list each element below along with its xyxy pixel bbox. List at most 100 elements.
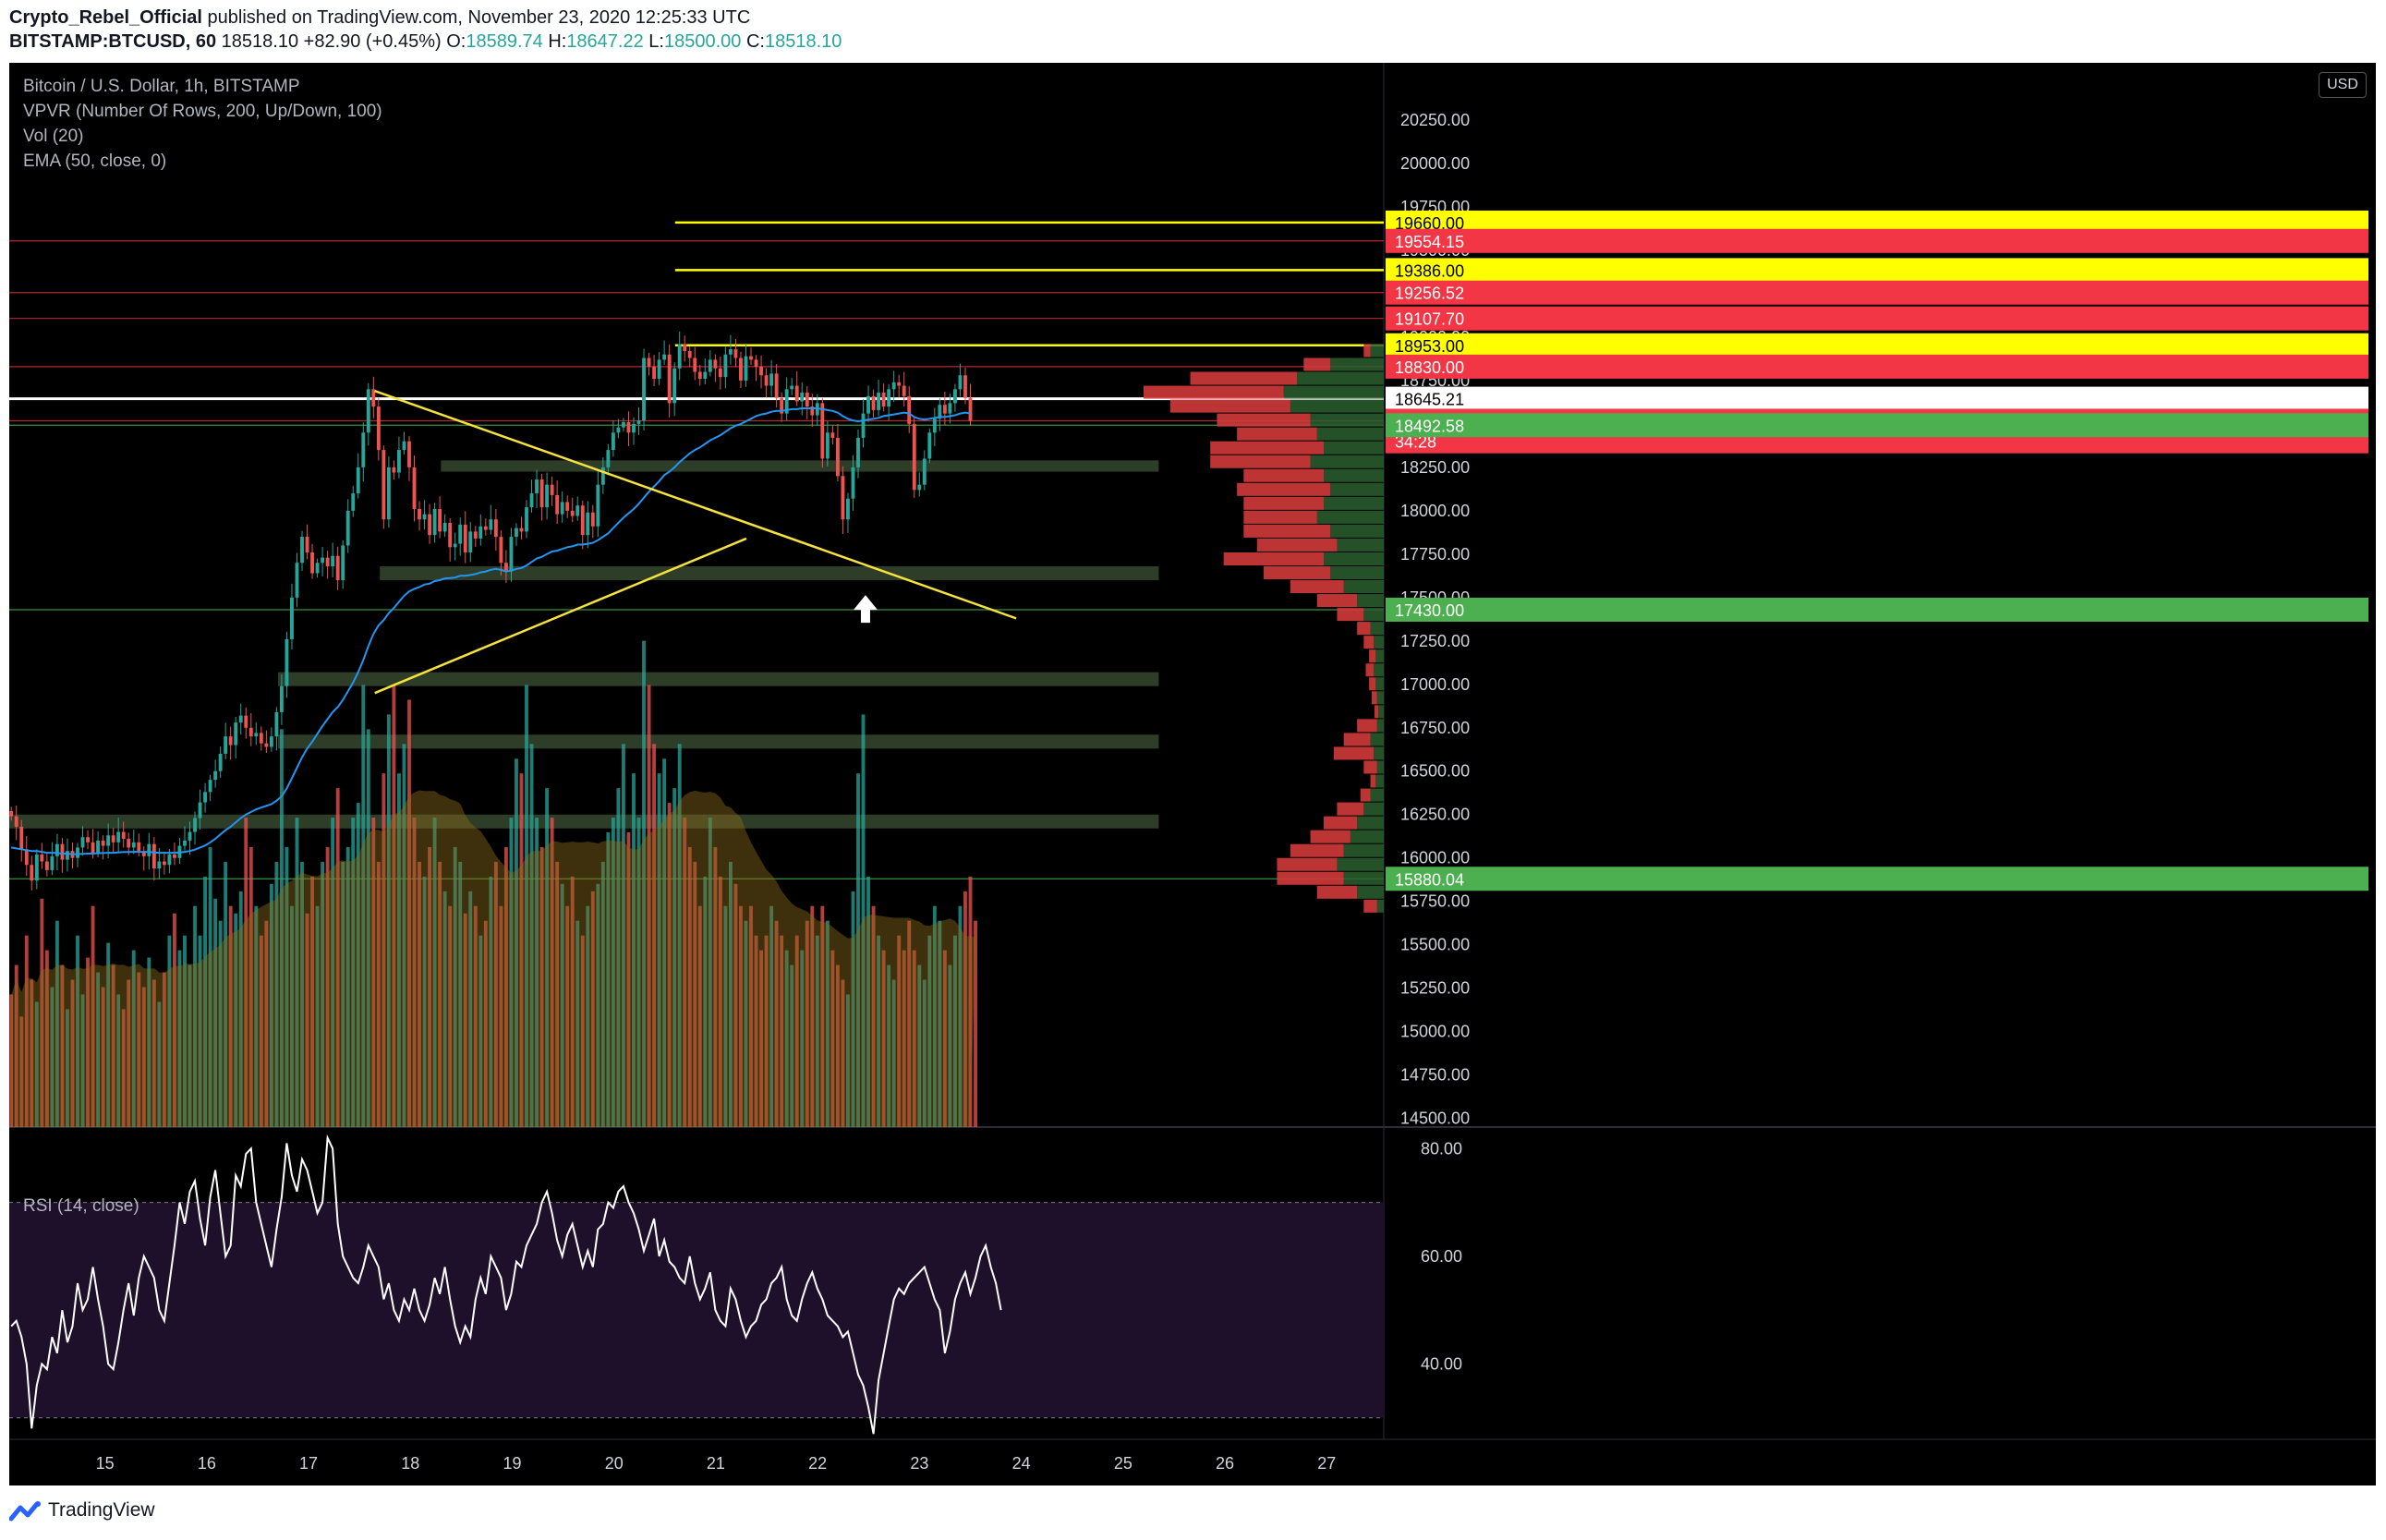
vpvr-bar-down — [1363, 636, 1375, 649]
volume-bar — [739, 905, 743, 1127]
time-tick-label: 21 — [707, 1454, 725, 1473]
volume-bar — [723, 905, 728, 1127]
vpvr-bar-down — [1316, 594, 1358, 608]
legend-vpvr[interactable]: VPVR (Number Of Rows, 200, Up/Down, 100) — [23, 102, 382, 121]
publish-header: Crypto_Rebel_Official published on Tradi… — [0, 0, 2386, 63]
price-tick-label: 17000.00 — [1400, 675, 1470, 694]
volume-bar — [183, 935, 187, 1127]
candle-body — [632, 423, 636, 433]
candle-body — [780, 397, 784, 414]
candle-body — [44, 861, 49, 870]
vpvr-bar-down — [1277, 857, 1338, 871]
volume-bar — [127, 979, 131, 1127]
candle-body — [9, 810, 14, 817]
vpvr-bar-down — [1290, 843, 1344, 857]
price-label-box — [1386, 354, 2368, 379]
publish-info: published on TradingView.com, November 2… — [201, 7, 751, 28]
candle-body — [805, 393, 809, 407]
volume-bar — [856, 773, 860, 1127]
legend-rsi[interactable]: RSI (14, close) — [23, 1196, 139, 1216]
candle-body — [418, 508, 421, 520]
candle-body — [744, 356, 748, 381]
volume-bar — [131, 950, 136, 1127]
legend-ema[interactable]: EMA (50, close, 0) — [23, 152, 167, 171]
candle-body — [66, 851, 69, 860]
volume-bar — [361, 685, 366, 1127]
volume-bar — [438, 861, 442, 1127]
chart-panel[interactable]: 14500.00 14750.00 15000.00 15250.00 15500.00… — [9, 63, 2376, 1485]
candle-body — [19, 826, 24, 850]
candle-body — [790, 385, 794, 390]
volume-bar — [228, 905, 233, 1127]
author-name[interactable]: Crypto_Rebel_Official — [9, 7, 202, 28]
vpvr-bar-down — [1243, 496, 1324, 510]
vpvr-bar-down — [1264, 565, 1331, 580]
chart-canvas[interactable]: 14500.00 14750.00 15000.00 15250.00 15500.00… — [9, 63, 2376, 1485]
candle-body — [503, 563, 508, 572]
tradingview-brand[interactable]: TradingView — [48, 1499, 155, 1521]
volume-bar — [642, 640, 646, 1127]
volume-bar — [733, 883, 738, 1127]
ema-line — [11, 407, 971, 855]
currency-badge[interactable]: USD — [2319, 72, 2367, 98]
vpvr-bar-up — [1374, 663, 1384, 677]
price-tick-label: 17750.00 — [1400, 545, 1470, 564]
vpvr-bar-up — [1357, 594, 1384, 608]
volume-bar — [519, 773, 524, 1127]
vpvr-bar-up — [1357, 885, 1384, 899]
vpvr-bar-up — [1337, 857, 1384, 871]
candle-body — [14, 816, 18, 827]
price-label-text: 17430.00 — [1395, 601, 1464, 620]
price-tick-label: 17250.00 — [1400, 632, 1470, 650]
volume-bar — [366, 729, 370, 1127]
vpvr-bar-up — [1283, 385, 1384, 399]
volume-bar — [499, 905, 503, 1127]
time-tick-label: 19 — [503, 1454, 521, 1473]
price-tick-label: 16750.00 — [1400, 719, 1470, 737]
candle-body — [677, 344, 682, 369]
candle-body — [570, 510, 575, 516]
candle-body — [213, 770, 218, 781]
candle-body — [861, 413, 866, 438]
candle-body — [151, 843, 156, 868]
vpvr-bar-down — [1310, 830, 1350, 843]
candle-body — [101, 840, 105, 846]
candle-body — [376, 406, 381, 451]
volume-bar — [310, 876, 314, 1127]
candle-body — [891, 382, 896, 390]
last-price: 18518.10 — [221, 31, 299, 52]
candle-body — [183, 840, 187, 846]
volume-bar — [575, 920, 580, 1127]
volume-bar — [851, 891, 855, 1127]
candle-body — [642, 358, 646, 421]
candle-body — [224, 736, 228, 754]
candle-body — [708, 359, 712, 372]
candle-body — [386, 467, 391, 520]
rsi-band — [9, 1202, 1384, 1418]
legend-title: Bitcoin / U.S. Dollar, 1h, BITSTAMP — [23, 77, 300, 96]
candle-body — [525, 507, 528, 532]
candle-body — [111, 835, 115, 843]
volume-bar — [432, 818, 437, 1127]
volume-bar — [503, 846, 508, 1127]
candle-body — [468, 531, 473, 552]
price-tick-label: 20000.00 — [1400, 154, 1470, 173]
volume-bar — [402, 744, 406, 1127]
volume-bar — [321, 861, 325, 1127]
candle-body — [218, 753, 223, 771]
volume-bar — [300, 861, 304, 1127]
rsi-tick-label: 40.00 — [1421, 1354, 1462, 1373]
candle-body — [397, 450, 401, 473]
candle-body — [80, 837, 85, 848]
candle-body — [254, 733, 259, 737]
candle-body — [402, 441, 406, 451]
legend-volume[interactable]: Vol (20) — [23, 127, 84, 146]
candle-body — [590, 512, 595, 527]
price-label-box — [1386, 280, 2368, 305]
volume-bar — [418, 861, 421, 1127]
volume-bar — [335, 788, 340, 1127]
volume-bar — [887, 964, 891, 1127]
price-label-text: 18492.58 — [1395, 417, 1464, 435]
volume-bar — [188, 964, 192, 1127]
trendline — [374, 537, 747, 695]
